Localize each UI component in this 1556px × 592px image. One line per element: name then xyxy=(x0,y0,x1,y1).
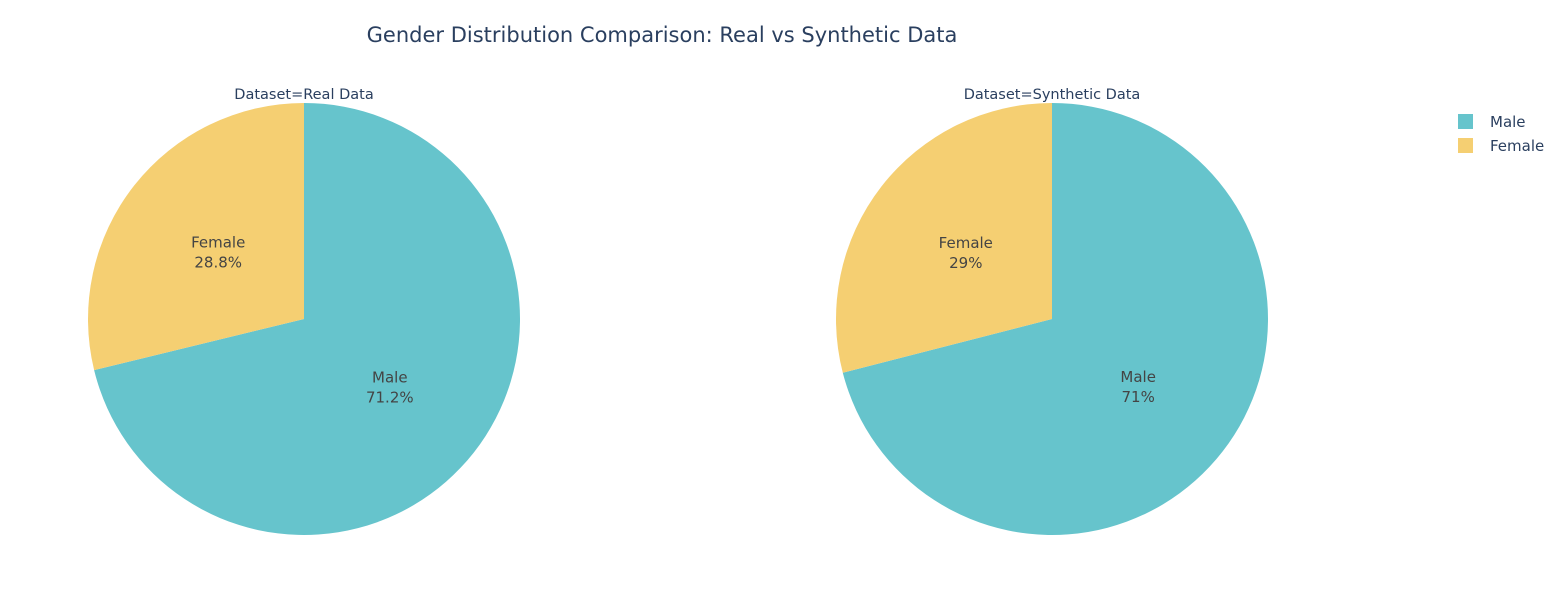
legend-item-female[interactable]: Female xyxy=(1458,137,1544,155)
pie-slice-male[interactable] xyxy=(842,102,1269,535)
chart-title: Gender Distribution Comparison: Real vs … xyxy=(367,23,958,47)
pie-dataset-synthetic-data: Dataset=Synthetic Data Male 71% Female 29% xyxy=(836,87,1269,535)
slice-percent-female: 28.8% xyxy=(194,254,242,272)
slice-label-female: Female xyxy=(191,234,245,252)
slice-label-male: Male xyxy=(372,368,408,386)
slice-label-female: Female xyxy=(939,234,993,252)
slice-percent-female: 29% xyxy=(949,254,982,272)
pie-slice-male[interactable] xyxy=(94,103,521,535)
legend-label: Female xyxy=(1490,137,1544,155)
slice-percent-male: 71% xyxy=(1122,388,1155,406)
legend-label: Male xyxy=(1490,113,1526,131)
pie-subplot-title: Dataset=Real Data xyxy=(234,87,373,103)
legend-swatch xyxy=(1458,138,1473,153)
legend-item-male[interactable]: Male xyxy=(1458,113,1526,131)
slice-percent-male: 71.2% xyxy=(366,388,414,406)
pie-subplot-title: Dataset=Synthetic Data xyxy=(964,87,1141,103)
legend[interactable]: Male Female xyxy=(1458,113,1544,155)
pie-slice-female[interactable] xyxy=(88,103,304,371)
pie-slice-female[interactable] xyxy=(836,103,1052,373)
slice-label-male: Male xyxy=(1120,368,1156,386)
pie-dataset-real-data: Dataset=Real Data Male 71.2% Female 28.8% xyxy=(88,87,521,535)
pie-charts: Dataset=Real DataMale71.2%Female28.8%Dat… xyxy=(88,87,1269,535)
legend-swatch xyxy=(1458,114,1473,129)
